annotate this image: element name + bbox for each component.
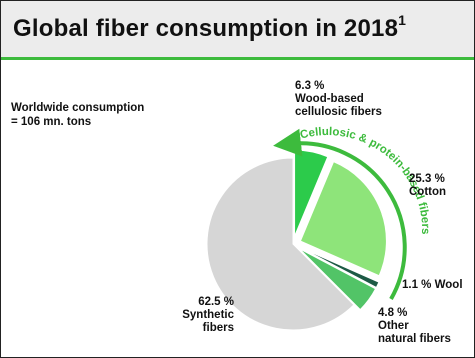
label-synthetic: 62.5 % Synthetic fibers: [171, 296, 234, 335]
label-wool-name: Wool: [434, 279, 463, 291]
label-wood-name-1: Wood-based: [295, 93, 364, 105]
label-other-natural: 4.8 % Other natural fibers: [378, 307, 451, 346]
consumption-summary: Worldwide consumption = 106 mn. tons: [11, 101, 144, 129]
label-wood-value: 6.3 %: [295, 80, 325, 92]
label-synthetic-value: 62.5 %: [198, 296, 234, 308]
label-other-value: 4.8 %: [378, 307, 408, 319]
label-cotton-value: 25.3 %: [409, 173, 445, 185]
label-wood-name-2: cellulosic fibers: [295, 106, 382, 118]
cellulosic-arrow-arc: [273, 128, 407, 300]
label-synthetic-name-1: Synthetic: [182, 309, 234, 321]
label-cotton-name: Cotton: [409, 186, 447, 198]
label-wool-value: 1.1 %: [402, 279, 432, 291]
summary-line-1: Worldwide consumption: [11, 102, 145, 114]
pie-slice-wool: [299, 247, 380, 289]
label-other-name-1: Other: [378, 320, 409, 332]
label-wool: 1.1 % Wool: [402, 279, 463, 292]
label-synthetic-name-2: fibers: [202, 322, 234, 334]
summary-line-2: = 106 mn. tons: [11, 116, 92, 128]
footnote-marker: 1: [398, 12, 407, 28]
label-cotton: 25.3 % Cotton: [409, 173, 446, 199]
page-title: Global fiber consumption in 20181: [13, 12, 407, 42]
pie-slice-other: [299, 248, 377, 311]
pie-slice-cotton: [299, 161, 387, 277]
label-wood-based: 6.3 % Wood-based cellulosic fibers: [295, 80, 382, 119]
title-bar: Global fiber consumption in 20181: [1, 1, 474, 60]
label-other-name-2: natural fibers: [378, 333, 451, 345]
pie-slice-synthetic: [206, 157, 355, 331]
